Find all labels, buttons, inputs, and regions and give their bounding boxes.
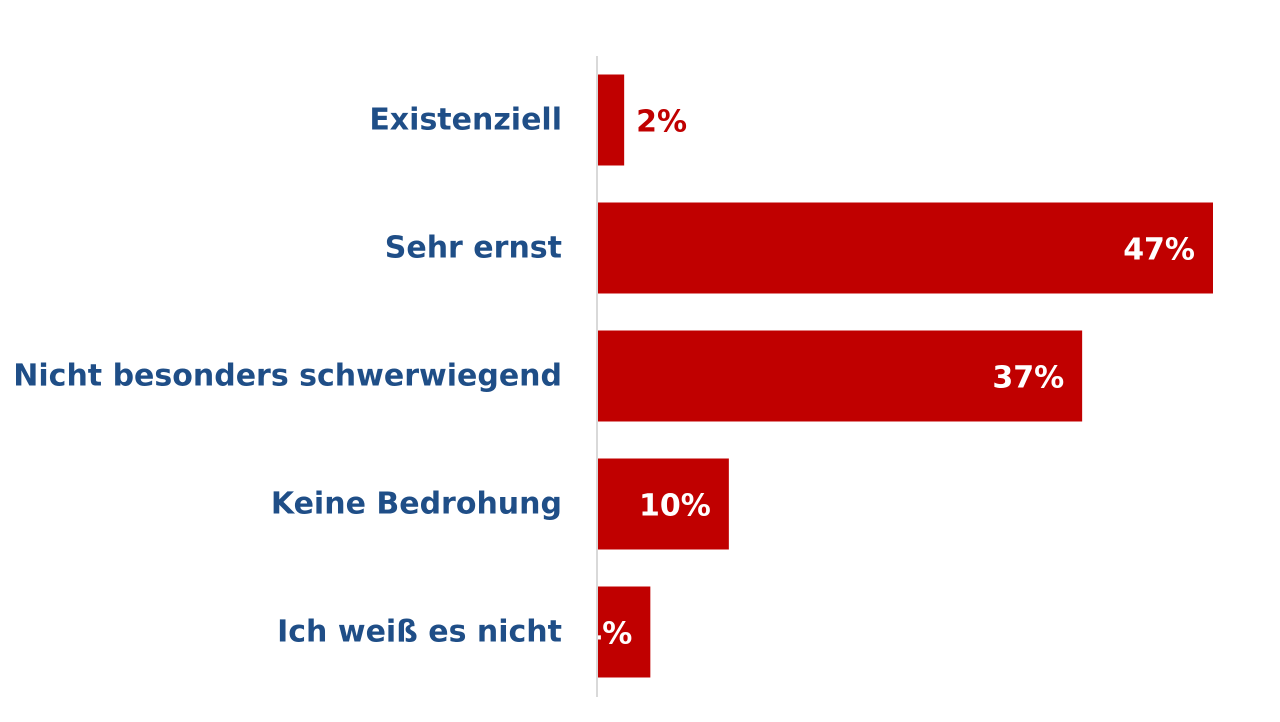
category-label-4: Keine Bedrohung xyxy=(271,487,562,522)
value-label-3: 37% xyxy=(992,361,1064,396)
value-label-1: 2% xyxy=(636,105,687,140)
value-label-5: 4% xyxy=(581,617,632,652)
bar-5 xyxy=(598,586,651,678)
bar-3 xyxy=(598,330,1083,422)
value-label-4: 10% xyxy=(639,489,711,524)
bar-1 xyxy=(598,74,625,166)
bars-layer xyxy=(598,74,1213,678)
category-label-2: Sehr ernst xyxy=(385,231,562,266)
value-label-2: 47% xyxy=(1123,233,1195,268)
category-label-1: Existenziell xyxy=(369,103,562,138)
category-label-3: Nicht besonders schwerwiegend xyxy=(13,359,562,394)
labels-layer: Existenziell 2% Sehr ernst 47% Nicht besonde… xyxy=(13,103,1195,652)
category-label-5: Ich weiß es nicht xyxy=(277,615,562,650)
bar-4 xyxy=(598,458,729,550)
bar-2 xyxy=(598,202,1213,294)
